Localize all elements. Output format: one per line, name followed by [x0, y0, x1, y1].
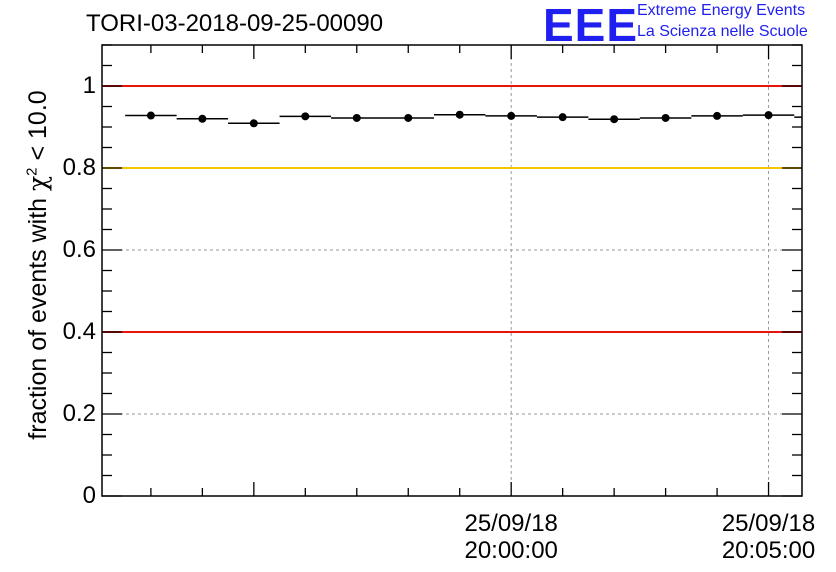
- y-tick-label: 0.2: [62, 400, 96, 427]
- y-tick-label: 1: [82, 72, 96, 99]
- x-tick-time: 20:05:00: [721, 537, 816, 564]
- data-series: [125, 110, 802, 128]
- data-point: [610, 115, 619, 124]
- logo-text-line1: Extreme Energy Events: [637, 2, 806, 19]
- axes: [101, 44, 803, 497]
- x-tick-label: 25/09/18 20:05:00: [689, 510, 836, 564]
- data-point: [249, 119, 258, 128]
- data-point: [146, 111, 155, 120]
- y-tick-label: 0: [82, 482, 96, 509]
- logo-text-line2: La Scienza nelle Scuole: [637, 23, 808, 40]
- data-point: [764, 111, 773, 120]
- y-tick-label: 0.6: [62, 236, 96, 263]
- data-point: [558, 113, 567, 122]
- data-point: [352, 113, 361, 122]
- data-point: [198, 114, 207, 123]
- x-tick-label: 25/09/18 20:00:00: [431, 510, 591, 564]
- eee-logo: EEE: [543, 0, 639, 51]
- data-point: [301, 112, 310, 121]
- data-point: [455, 110, 464, 119]
- grid-lines: [102, 45, 802, 496]
- y-tick-label: 0.8: [62, 154, 96, 181]
- x-tick-time: 20:00:00: [464, 537, 558, 564]
- x-tick-date: 25/09/18: [721, 510, 816, 537]
- y-tick-label: 0.4: [62, 318, 96, 345]
- data-point: [404, 113, 413, 122]
- data-point: [713, 111, 722, 120]
- plot-frame: [101, 44, 803, 497]
- reference-lines: [102, 85, 802, 333]
- x-tick-date: 25/09/18: [464, 510, 558, 537]
- chart-title: TORI-03-2018-09-25-00090: [86, 10, 384, 37]
- data-point: [507, 111, 516, 120]
- data-point: [661, 113, 670, 122]
